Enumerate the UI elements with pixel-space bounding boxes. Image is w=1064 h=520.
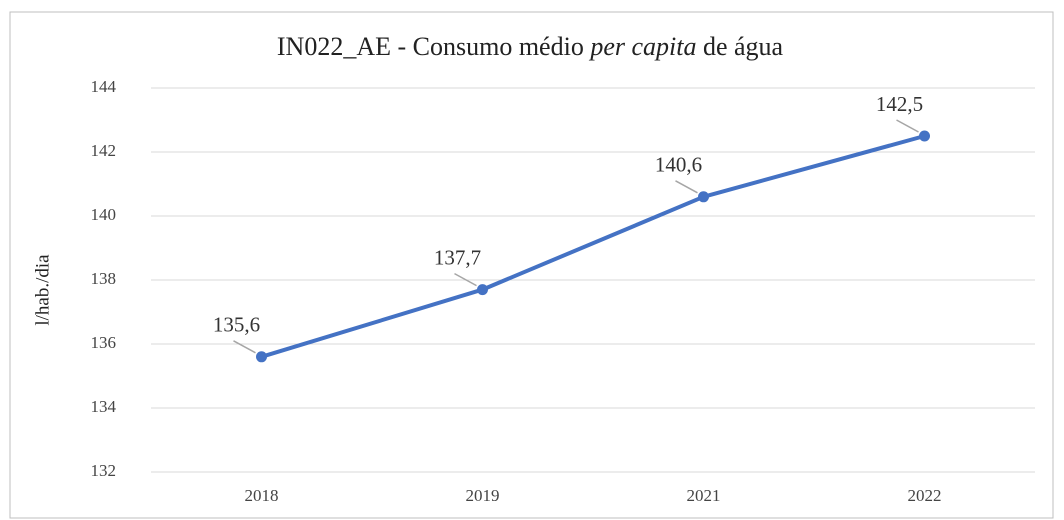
- data-point: [477, 284, 488, 296]
- data-label: 137,7: [434, 245, 481, 269]
- y-tick-label: 132: [91, 461, 117, 480]
- data-point: [919, 130, 930, 142]
- y-tick-label: 138: [91, 269, 117, 288]
- data-label: 135,6: [213, 313, 260, 337]
- x-tick-label: 2019: [466, 486, 500, 505]
- data-line: [260, 134, 926, 359]
- y-tick-label: 140: [91, 205, 117, 224]
- data-point: [698, 191, 709, 203]
- chart-frame: [9, 11, 1054, 519]
- x-tick-label: 2018: [245, 486, 279, 505]
- title-part: per capita: [588, 32, 696, 61]
- y-axis-label: l/hab./dia: [32, 254, 53, 326]
- data-label: 142,5: [876, 92, 923, 116]
- y-tick-label: 134: [91, 397, 117, 416]
- y-tick-label: 144: [91, 77, 117, 96]
- title-part: IN022_AE - Consumo médio: [277, 32, 584, 61]
- leader-line: [675, 180, 698, 194]
- leader-line: [896, 119, 919, 133]
- leader-line: [454, 272, 477, 287]
- data-point: [256, 351, 267, 363]
- y-tick-label: 142: [91, 141, 117, 160]
- chart-title: IN022_AE - Consumo médio per capita de á…: [277, 32, 784, 61]
- x-tick-label: 2022: [908, 486, 942, 505]
- title-part: de água: [703, 32, 784, 61]
- data-label: 140,6: [655, 153, 702, 177]
- y-tick-label: 136: [91, 333, 117, 352]
- x-tick-label: 2021: [687, 486, 721, 505]
- leader-line: [233, 340, 256, 354]
